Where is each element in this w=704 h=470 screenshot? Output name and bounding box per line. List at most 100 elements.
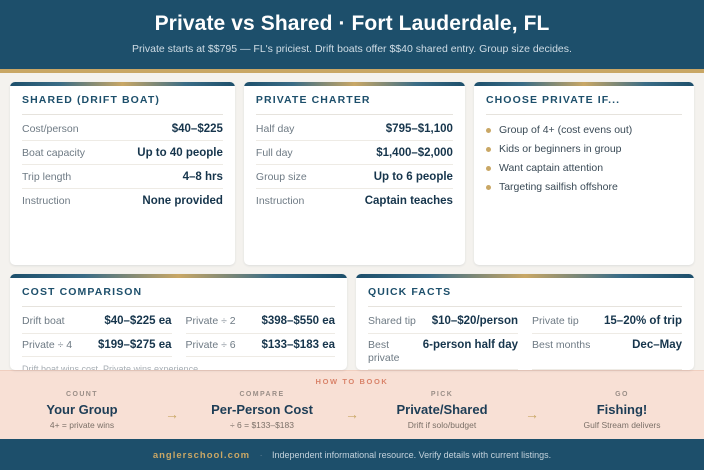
spec-label: Instruction xyxy=(255,194,305,207)
spec-label: Cost/person xyxy=(22,122,79,135)
step-title: Private/Shared xyxy=(396,402,488,418)
card-title-private: PRIVATE CHARTER xyxy=(255,94,453,115)
spec-row: Cost/person $40–$225 xyxy=(22,117,223,141)
grid-label: Drift boat xyxy=(22,315,65,328)
how-to-book-section: HOW TO BOOK COUNT Your Group 4+ = privat… xyxy=(0,370,704,439)
step-kicker: GO xyxy=(615,391,629,399)
spec-value: Up to 6 people xyxy=(373,170,453,183)
spec-label: Boat capacity xyxy=(22,146,86,159)
grid-value: 15–20% of trip xyxy=(604,315,682,328)
grid-cell: Private ÷ 2 $398–$550 ea xyxy=(185,310,335,334)
step-title: Your Group xyxy=(46,402,118,418)
grid-value: $199–$275 ea xyxy=(97,338,172,351)
arrow-right-icon: → xyxy=(525,405,539,422)
grid-value: $40–$225 ea xyxy=(104,315,172,328)
bullet-dot-icon xyxy=(485,147,491,152)
grid-label: Private ÷ 6 xyxy=(185,338,236,351)
spec-value: $1,400–$2,000 xyxy=(376,146,453,159)
spec-row: Trip length 4–8 hrs xyxy=(22,165,223,189)
step-sub: 4+ = private wins xyxy=(49,420,115,431)
spec-value: 4–8 hrs xyxy=(182,170,223,183)
card-shared-drift-boat: SHARED (DRIFT BOAT) Cost/person $40–$225… xyxy=(10,81,235,266)
grid-label: Private ÷ 4 xyxy=(22,338,73,351)
bullet-text: Want captain attention xyxy=(498,162,604,175)
footer-brand: anglerschool.com xyxy=(152,450,251,461)
spec-label: Instruction xyxy=(22,194,71,207)
spec-row: Half day $795–$1,100 xyxy=(255,117,453,141)
spec-list-private: Half day $795–$1,100 Full day $1,400–$2,… xyxy=(255,117,453,212)
grid-cell: Best months Dec–May xyxy=(532,334,682,370)
step-sub: ÷ 6 = $133–$183 xyxy=(230,420,294,431)
arrow-right-icon: → xyxy=(165,405,179,422)
bullet-text: Targeting sailfish offshore xyxy=(498,181,618,194)
grid-cell: Private ÷ 4 $199–$275 ea xyxy=(22,334,172,357)
list-item: Want captain attention xyxy=(485,161,682,175)
step-title: Per-Person Cost xyxy=(211,402,313,418)
grid-label: Best months xyxy=(532,338,591,351)
step-title: Fishing! xyxy=(596,402,648,418)
page-title: Private vs Shared · Fort Lauderdale, FL xyxy=(154,12,550,35)
step-pick: PICK Private/Shared Drift if solo/budget xyxy=(370,391,514,431)
spec-label: Full day xyxy=(255,146,293,159)
facts-grid: Shared tip $10–$20/person Private tip 15… xyxy=(368,310,682,370)
cards-row-top: SHARED (DRIFT BOAT) Cost/person $40–$225… xyxy=(10,81,694,266)
page-footer: anglerschool.com · Independent informati… xyxy=(0,439,704,470)
spec-row: Instruction None provided xyxy=(22,189,223,212)
footer-disclaimer: Independent informational resource. Veri… xyxy=(272,450,552,460)
card-private-charter: PRIVATE CHARTER Half day $795–$1,100 Ful… xyxy=(243,81,465,266)
card-title-choose: CHOOSE PRIVATE IF... xyxy=(485,94,682,115)
page-header: Private vs Shared · Fort Lauderdale, FL … xyxy=(0,0,704,73)
step-go: GO Fishing! Gulf Stream delivers xyxy=(550,391,694,431)
card-title-shared: SHARED (DRIFT BOAT) xyxy=(22,94,223,115)
spec-label: Half day xyxy=(255,122,295,135)
grid-value: $398–$550 ea xyxy=(261,315,335,328)
arrow-right-icon: → xyxy=(345,405,359,422)
spec-value: $795–$1,100 xyxy=(385,122,453,135)
spec-value: Captain teaches xyxy=(364,194,453,207)
spec-value: None provided xyxy=(142,194,223,207)
spec-row: Group size Up to 6 people xyxy=(255,165,453,189)
card-cost-comparison: COST COMPARISON Drift boat $40–$225 ea P… xyxy=(10,274,347,371)
step-kicker: COUNT xyxy=(66,391,98,399)
step-sub: Gulf Stream delivers xyxy=(583,420,661,431)
spec-row: Instruction Captain teaches xyxy=(256,189,453,212)
spec-label: Trip length xyxy=(22,170,72,183)
grid-value: $133–$183 ea xyxy=(261,338,335,351)
list-item: Targeting sailfish offshore xyxy=(485,180,682,194)
grid-cell: Private ÷ 6 $133–$183 ea xyxy=(185,334,335,357)
bullet-dot-icon xyxy=(485,127,491,133)
card-title-facts: QUICK FACTS xyxy=(368,286,682,308)
spec-list-shared: Cost/person $40–$225 Boat capacity Up to… xyxy=(22,117,223,212)
grid-value: $10–$20/person xyxy=(431,315,518,328)
grid-cell: Best private 6-person half day xyxy=(368,334,518,370)
list-item: Group of 4+ (cost evens out) xyxy=(485,123,682,137)
bullet-dot-icon xyxy=(485,166,491,172)
steps-row: COUNT Your Group 4+ = private wins → COM… xyxy=(10,391,694,431)
footer-separator: · xyxy=(259,450,263,460)
step-compare: COMPARE Per-Person Cost ÷ 6 = $133–$183 xyxy=(190,391,334,431)
bullet-text: Kids or beginners in group xyxy=(498,143,622,155)
card-choose-private-if: CHOOSE PRIVATE IF... Group of 4+ (cost e… xyxy=(473,81,694,266)
main-content: SHARED (DRIFT BOAT) Cost/person $40–$225… xyxy=(0,73,704,371)
card-note-cost: Drift boat wins cost. Private wins exper… xyxy=(22,363,201,371)
bullet-text: Group of 4+ (cost evens out) xyxy=(498,123,633,136)
spec-row: Full day $1,400–$2,000 xyxy=(255,141,453,165)
grid-value: Dec–May xyxy=(632,338,682,351)
grid-label: Private ÷ 2 xyxy=(185,315,236,328)
step-kicker: PICK xyxy=(430,391,454,399)
how-to-book-kicker: HOW TO BOOK xyxy=(315,377,389,387)
step-sub: Drift if solo/budget xyxy=(407,420,477,431)
bullet-list-choose: Group of 4+ (cost evens out) Kids or beg… xyxy=(485,123,682,195)
grid-value: 6-person half day xyxy=(422,338,518,351)
card-title-cost: COST COMPARISON xyxy=(22,286,335,308)
spec-label: Group size xyxy=(255,170,307,183)
step-count: COUNT Your Group 4+ = private wins xyxy=(10,391,154,431)
spec-value: $40–$225 xyxy=(171,122,223,135)
step-kicker: COMPARE xyxy=(239,391,285,399)
page-subtitle: Private starts at $$795 — FL's priciest.… xyxy=(132,43,572,56)
bullet-dot-icon xyxy=(485,185,491,191)
grid-label: Shared tip xyxy=(368,315,416,328)
grid-label: Private tip xyxy=(532,315,579,328)
spec-value: Up to 40 people xyxy=(137,146,223,159)
